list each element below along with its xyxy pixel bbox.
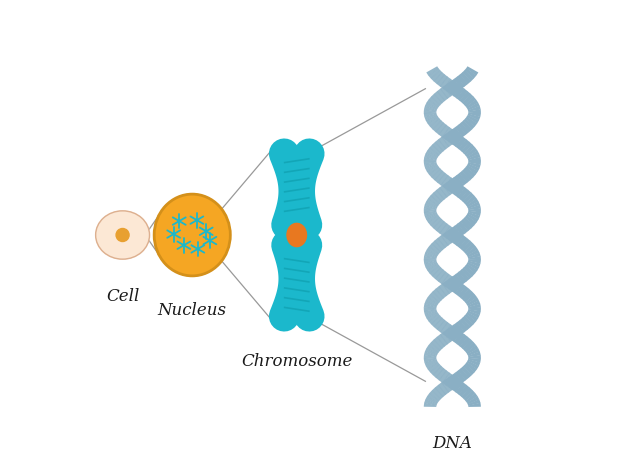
Text: Chromosome: Chromosome xyxy=(241,353,352,370)
Text: DNA: DNA xyxy=(433,435,472,452)
Ellipse shape xyxy=(96,211,150,259)
Ellipse shape xyxy=(116,228,129,242)
Ellipse shape xyxy=(287,223,307,247)
Text: Cell: Cell xyxy=(106,289,139,306)
Text: Nucleus: Nucleus xyxy=(158,302,227,319)
Ellipse shape xyxy=(154,194,230,276)
